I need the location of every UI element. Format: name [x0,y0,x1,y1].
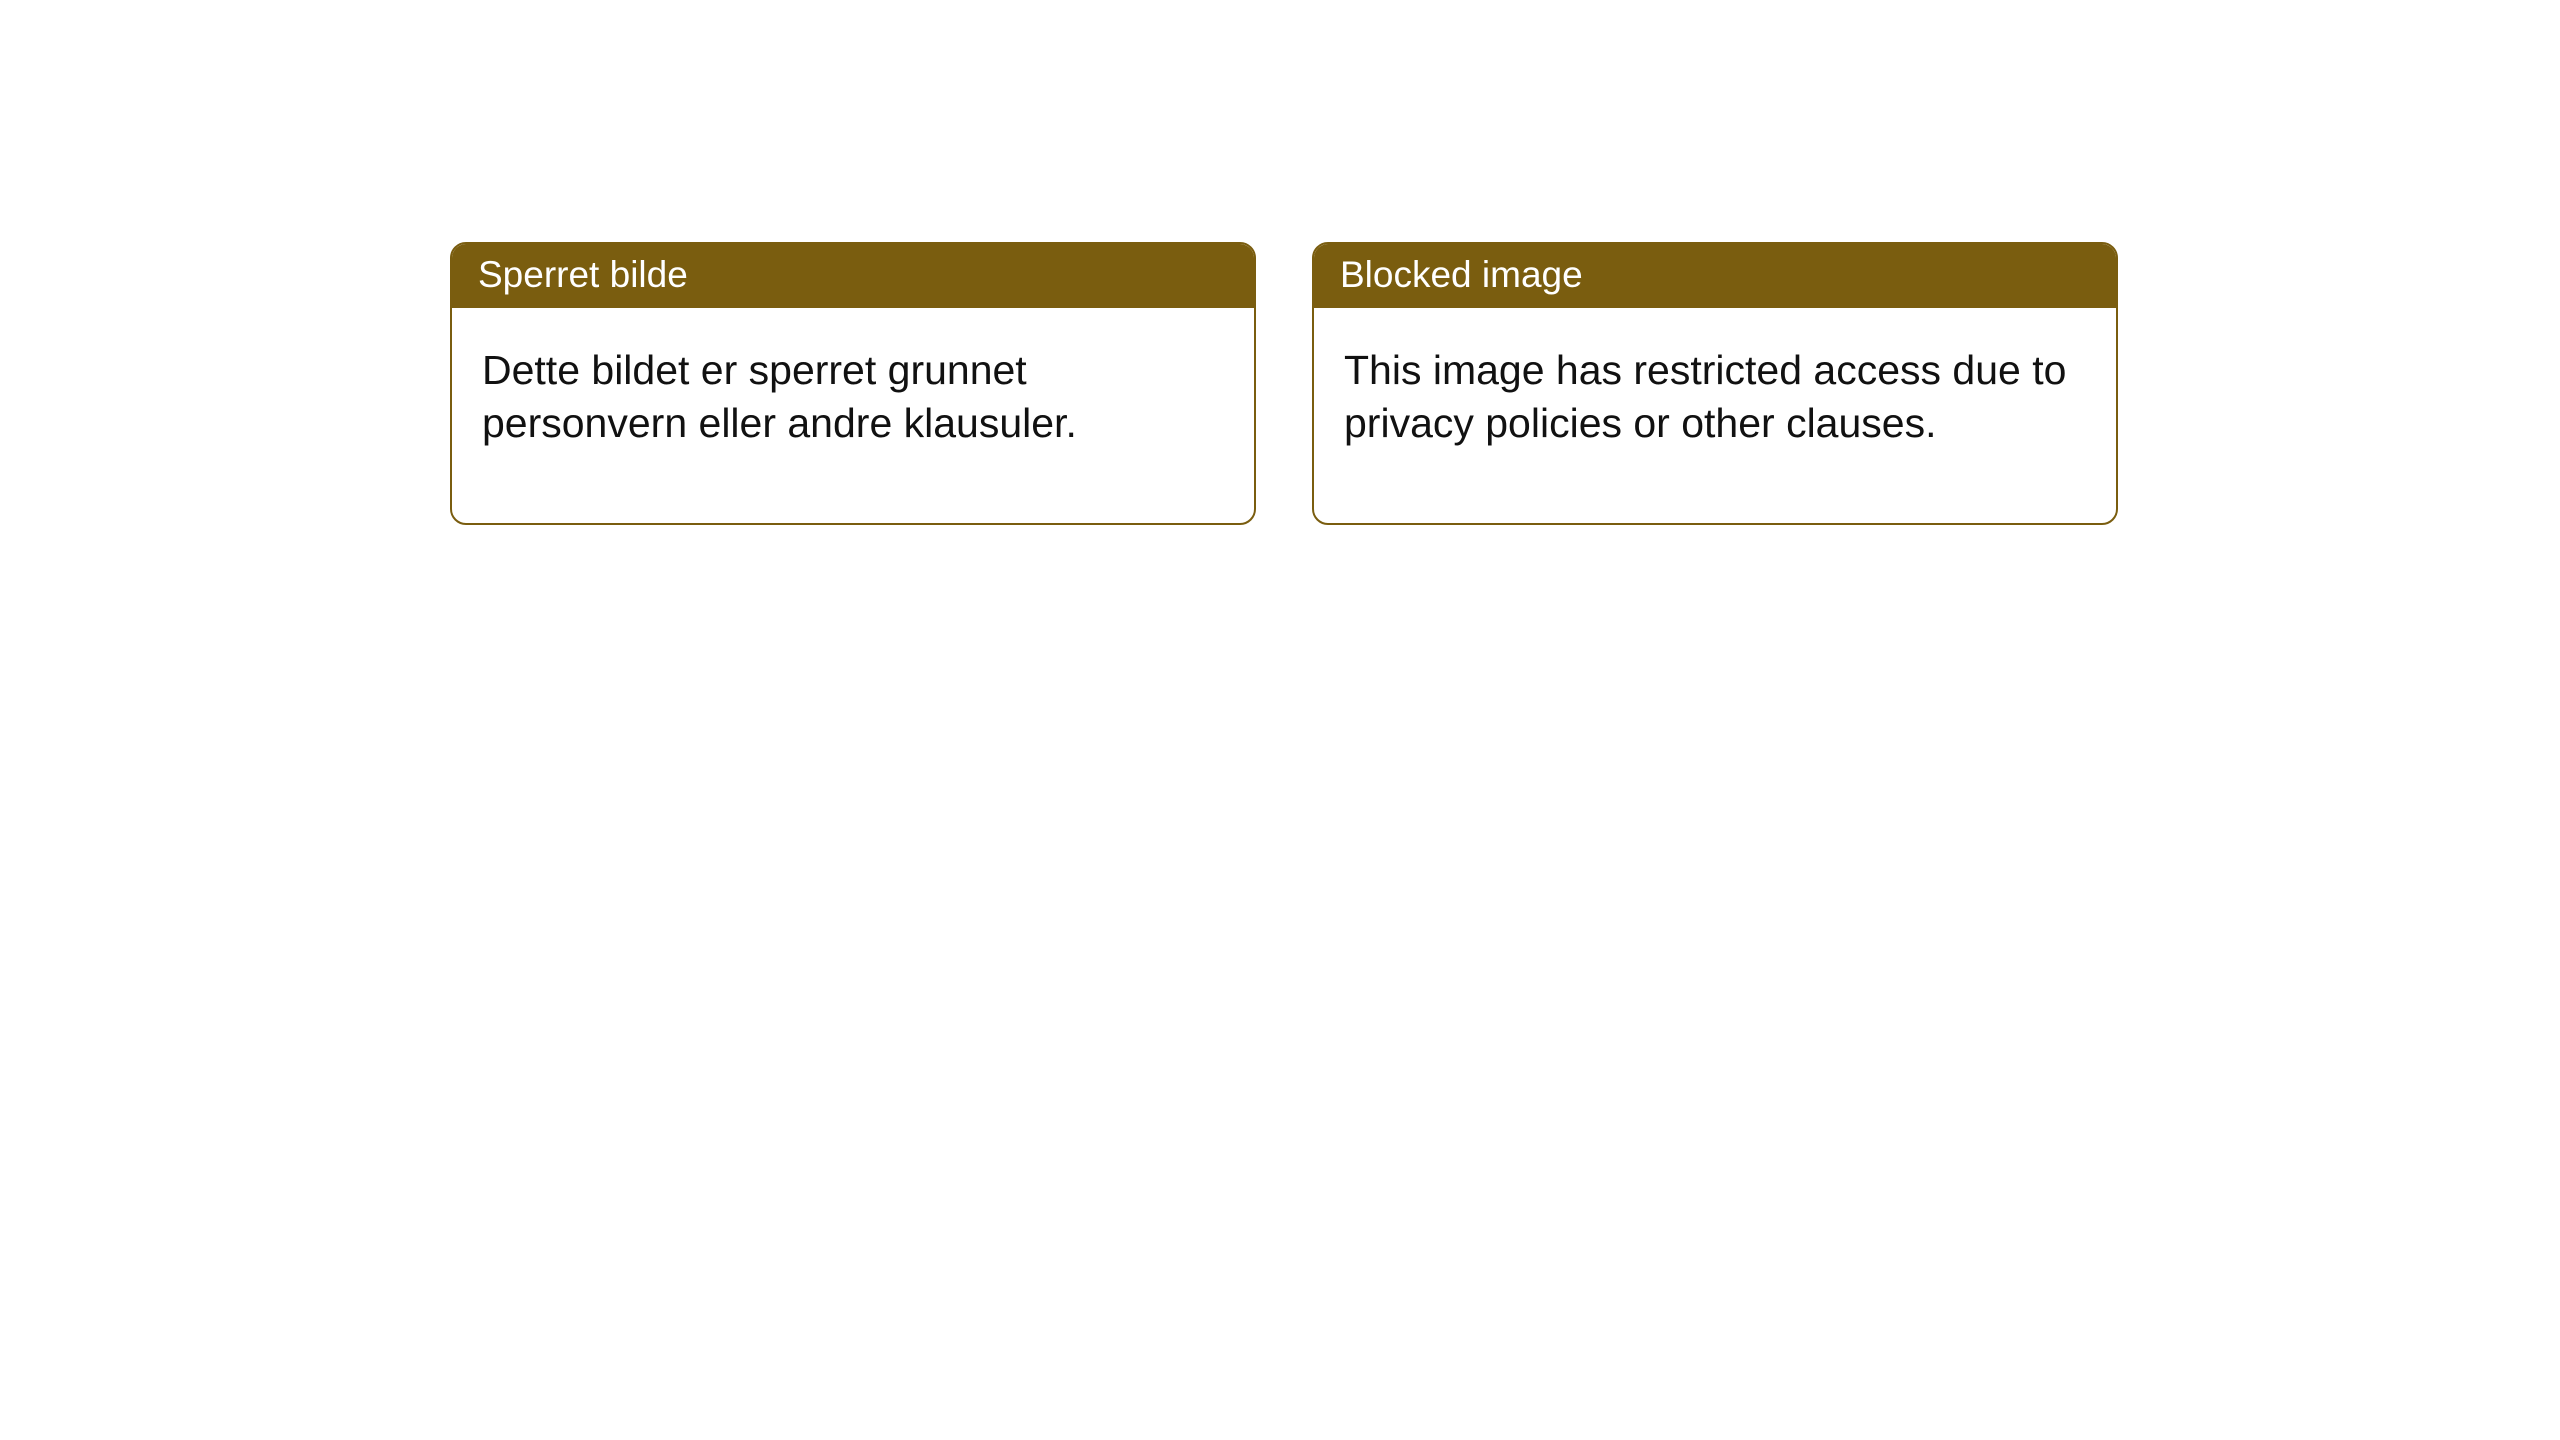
notice-body: Dette bildet er sperret grunnet personve… [452,308,1254,523]
notice-title: Sperret bilde [452,244,1254,308]
notice-card-english: Blocked image This image has restricted … [1312,242,2118,525]
notice-container: Sperret bilde Dette bildet er sperret gr… [450,242,2118,525]
notice-card-norwegian: Sperret bilde Dette bildet er sperret gr… [450,242,1256,525]
notice-body: This image has restricted access due to … [1314,308,2116,523]
notice-title: Blocked image [1314,244,2116,308]
